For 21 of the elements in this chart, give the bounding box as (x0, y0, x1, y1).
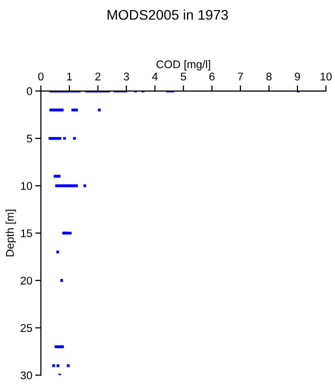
x-tick-label: 2 (95, 72, 100, 80)
y-tick-label: 5 (26, 134, 32, 143)
x-tick-label: 4 (152, 72, 158, 80)
y-tick-label: 20 (20, 276, 32, 285)
y-tick-label: 25 (20, 324, 32, 332)
y-tick-label: 30 (20, 371, 32, 380)
x-tick-label: 3 (124, 72, 129, 80)
y-tick-label: 10 (21, 182, 32, 190)
x-tick-label: 0 (38, 72, 44, 80)
x-tick-label: 7 (238, 72, 243, 80)
x-tick-label: 10 (320, 72, 332, 80)
chart-title: MODS2005 in 1973 (108, 10, 228, 20)
x-tick-label: 8 (266, 72, 272, 80)
x-tick-label: 9 (294, 72, 300, 80)
x-tick-label: 5 (180, 72, 186, 80)
y-axis-title: Depth [m] (6, 210, 16, 256)
x-axis-title: COD [mg/l] (156, 60, 210, 70)
y-tick-label: 15 (21, 229, 32, 238)
y-tick-label: 0 (26, 87, 32, 96)
x-tick-label: 6 (209, 72, 215, 80)
x-tick-label: 1 (67, 72, 72, 80)
